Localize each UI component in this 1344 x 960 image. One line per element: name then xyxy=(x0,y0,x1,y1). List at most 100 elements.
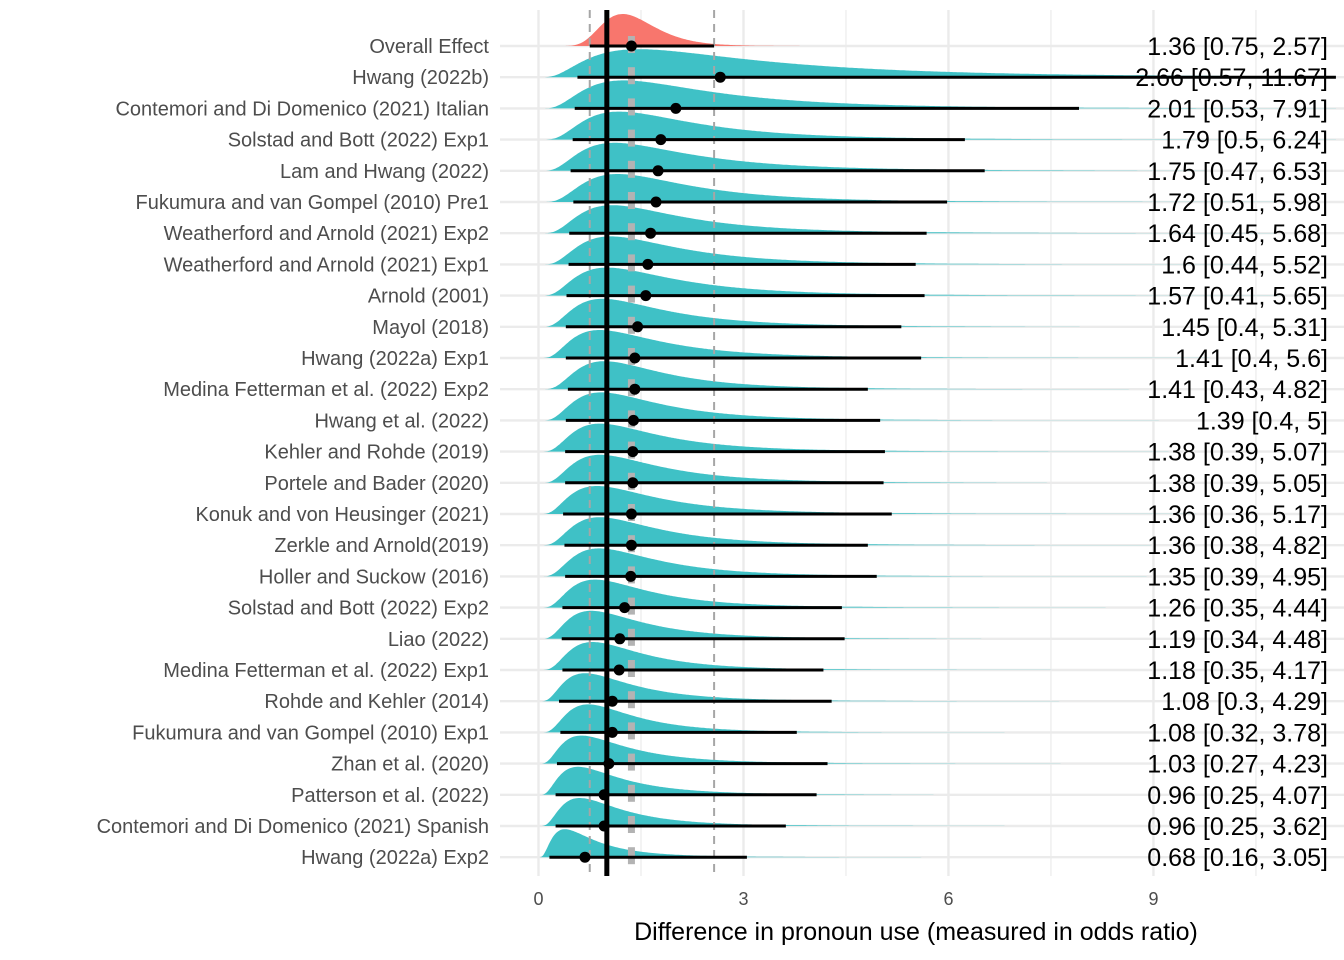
study-label: Contemori and Di Domenico (2021) Spanish xyxy=(97,816,489,838)
density-curve xyxy=(539,548,1336,577)
estimate-label: 1.36 [0.38, 4.82] xyxy=(1147,532,1328,560)
estimate-labels: 1.36 [0.75, 2.57] 2.66 [0.57, 11.67] 2.01 … xyxy=(1135,33,1328,872)
study-label: Weatherford and Arnold (2021) Exp1 xyxy=(164,254,489,276)
estimate-point xyxy=(625,539,637,551)
density-curve xyxy=(539,298,1336,327)
estimate-label: 1.36 [0.36, 5.17] xyxy=(1147,501,1328,529)
estimate-label: 1.45 [0.4, 5.31] xyxy=(1161,314,1328,342)
estimate-label: 1.08 [0.32, 3.78] xyxy=(1147,719,1328,747)
study-label: Weatherford and Arnold (2021) Exp2 xyxy=(164,223,489,245)
estimate-label: 1.39 [0.4, 5] xyxy=(1196,407,1328,435)
estimate-label: 1.08 [0.3, 4.29] xyxy=(1161,688,1328,716)
estimate-label: 1.19 [0.34, 4.48] xyxy=(1147,626,1328,654)
estimate-label: 1.64 [0.45, 5.68] xyxy=(1147,220,1328,248)
x-axis-ticks: 0 3 6 9 xyxy=(533,889,1158,909)
density-curve xyxy=(539,205,1336,234)
estimate-point xyxy=(627,414,639,426)
x-axis-title: Difference in pronoun use (measured in o… xyxy=(634,918,1198,946)
estimate-label: 1.36 [0.75, 2.57] xyxy=(1147,33,1328,61)
estimate-point xyxy=(627,477,639,489)
estimate-label: 1.38 [0.39, 5.05] xyxy=(1147,470,1328,498)
estimate-label: 1.35 [0.39, 4.95] xyxy=(1147,563,1328,591)
confidence-intervals xyxy=(549,40,1336,863)
x-tick-label: 0 xyxy=(533,889,543,909)
estimate-point xyxy=(629,352,641,364)
estimate-label: 0.96 [0.25, 3.62] xyxy=(1147,813,1328,841)
estimate-label: 1.26 [0.35, 4.44] xyxy=(1147,595,1328,623)
estimate-label: 1.72 [0.51, 5.98] xyxy=(1147,189,1328,217)
study-label: Hwang (2022a) Exp2 xyxy=(301,847,489,869)
study-label: Contemori and Di Domenico (2021) Italian xyxy=(115,98,489,120)
study-label: Holler and Suckow (2016) xyxy=(259,566,489,588)
estimate-point xyxy=(670,102,682,114)
study-label: Zerkle and Arnold(2019) xyxy=(274,535,489,557)
x-tick-label: 3 xyxy=(738,889,748,909)
density-curve xyxy=(539,704,1336,733)
study-label: Portele and Bader (2020) xyxy=(264,473,489,495)
estimate-label: 1.79 [0.5, 6.24] xyxy=(1161,127,1328,155)
study-label: Medina Fetterman et al. (2022) Exp1 xyxy=(163,660,489,682)
study-label: Rohde and Kehler (2014) xyxy=(264,691,489,713)
density-curve xyxy=(539,14,1336,46)
study-label: Arnold (2001) xyxy=(368,286,489,308)
estimate-point xyxy=(645,227,657,239)
study-label: Zhan et al. (2020) xyxy=(331,754,489,776)
estimate-label: 2.01 [0.53, 7.91] xyxy=(1147,95,1328,123)
estimate-point xyxy=(603,758,615,770)
density-curve xyxy=(539,486,1336,514)
study-label: Kehler and Rohde (2019) xyxy=(264,442,489,464)
estimate-point xyxy=(619,602,631,614)
estimate-point xyxy=(613,664,625,676)
estimate-point xyxy=(627,446,639,458)
estimate-point xyxy=(625,40,637,52)
estimate-label: 1.57 [0.41, 5.65] xyxy=(1147,283,1328,311)
estimate-point xyxy=(614,633,626,645)
study-label: Fukumura and van Gompel (2010) Exp1 xyxy=(132,722,489,744)
estimate-label: 2.66 [0.57, 11.67] xyxy=(1135,64,1328,92)
density-curve xyxy=(539,673,1336,702)
estimate-point xyxy=(606,695,618,707)
estimate-point xyxy=(598,820,610,832)
density-curve xyxy=(539,766,1336,795)
density-curves xyxy=(539,14,1336,858)
density-curve xyxy=(539,392,1336,421)
estimate-label: 0.68 [0.16, 3.05] xyxy=(1147,844,1328,872)
density-curve xyxy=(539,829,1336,858)
density-curve xyxy=(539,579,1336,608)
density-curve xyxy=(539,142,1336,171)
estimate-label: 1.41 [0.4, 5.6] xyxy=(1175,345,1328,373)
study-label: Mayol (2018) xyxy=(372,317,489,339)
estimate-point xyxy=(714,71,726,83)
estimate-point xyxy=(650,196,662,208)
study-label: Hwang (2022a) Exp1 xyxy=(301,348,489,370)
density-curve xyxy=(539,49,1336,78)
study-label: Overall Effect xyxy=(369,36,489,58)
estimate-label: 1.41 [0.43, 4.82] xyxy=(1147,376,1328,404)
estimate-point xyxy=(640,290,652,302)
x-tick-label: 6 xyxy=(943,889,953,909)
x-tick-label: 9 xyxy=(1148,889,1158,909)
estimate-label: 0.96 [0.25, 4.07] xyxy=(1147,782,1328,810)
study-label: Konuk and von Heusinger (2021) xyxy=(195,504,489,526)
estimate-point xyxy=(625,508,637,520)
density-curve xyxy=(539,111,1336,140)
density-curve xyxy=(539,735,1336,764)
study-label: Patterson et al. (2022) xyxy=(291,785,489,807)
study-labels: Overall Effect Hwang (2022b) Contemori and… xyxy=(97,36,490,869)
density-curve xyxy=(539,454,1336,483)
estimate-point xyxy=(632,321,644,333)
study-label: Solstad and Bott (2022) Exp2 xyxy=(228,598,489,620)
estimate-label: 1.6 [0.44, 5.52] xyxy=(1161,251,1328,279)
estimate-point xyxy=(655,134,667,146)
estimate-point xyxy=(629,383,641,395)
density-curve xyxy=(539,423,1336,452)
estimate-label: 1.18 [0.35, 4.17] xyxy=(1147,657,1328,685)
estimate-point xyxy=(625,570,637,582)
study-label: Solstad and Bott (2022) Exp1 xyxy=(228,130,489,152)
density-curve xyxy=(539,517,1336,546)
density-curve xyxy=(539,80,1336,109)
study-label: Medina Fetterman et al. (2022) Exp2 xyxy=(163,379,489,401)
density-curve xyxy=(539,174,1336,202)
density-curve xyxy=(539,267,1336,296)
